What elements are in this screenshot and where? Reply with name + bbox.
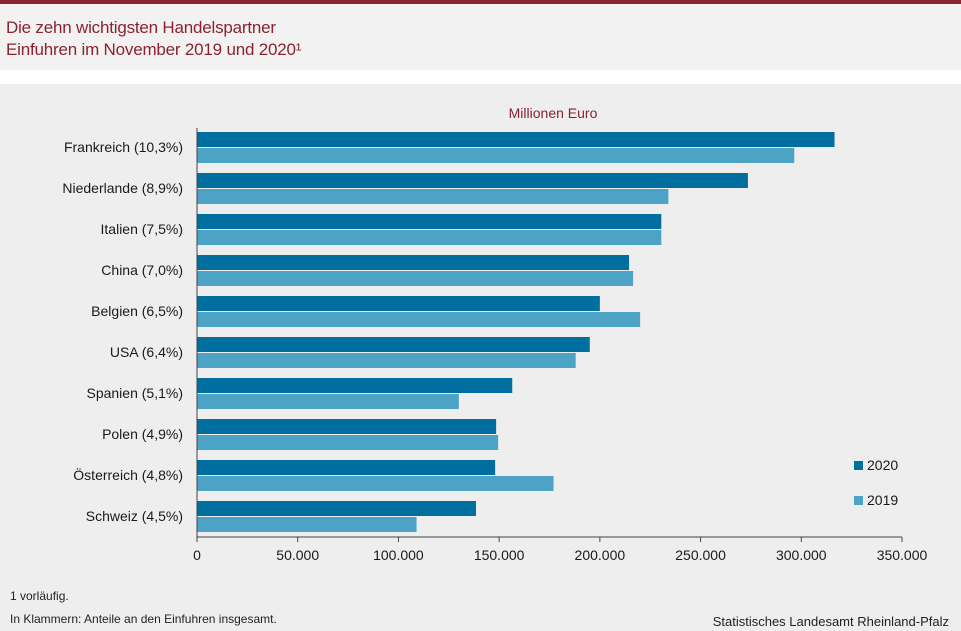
legend-swatch-2020 bbox=[854, 461, 863, 470]
bar-2020-6 bbox=[197, 378, 513, 393]
bar-2019-5 bbox=[197, 353, 576, 368]
bar-2020-2 bbox=[197, 214, 662, 229]
bar-2020-3 bbox=[197, 255, 630, 270]
category-label: USA (6,4%) bbox=[110, 344, 183, 360]
category-label: China (7,0%) bbox=[101, 262, 183, 278]
bar-2019-3 bbox=[197, 271, 634, 286]
x-tick-label: 200.000 bbox=[575, 547, 626, 563]
bar-2019-6 bbox=[197, 394, 459, 409]
chart-title: Die zehn wichtigsten Handelspartner bbox=[6, 18, 276, 37]
bar-2019-2 bbox=[197, 230, 662, 245]
legend-swatch-2019 bbox=[854, 496, 863, 505]
category-label: Schweiz (4,5%) bbox=[86, 508, 183, 524]
bar-2020-1 bbox=[197, 173, 748, 188]
x-tick-label: 150.000 bbox=[474, 547, 525, 563]
x-tick-label: 0 bbox=[193, 547, 201, 563]
top-accent-bar bbox=[0, 0, 961, 4]
bar-2020-4 bbox=[197, 296, 600, 311]
x-tick-label: 250.000 bbox=[675, 547, 726, 563]
title-area: Die zehn wichtigsten Handelspartner Einf… bbox=[0, 4, 961, 70]
legend-label-2020: 2020 bbox=[867, 457, 898, 473]
bar-2020-0 bbox=[197, 132, 835, 147]
bar-2019-8 bbox=[197, 476, 554, 491]
separator bbox=[0, 70, 961, 84]
category-label: Italien (7,5%) bbox=[101, 221, 183, 237]
x-tick-label: 50.000 bbox=[276, 547, 319, 563]
bar-2019-1 bbox=[197, 189, 669, 204]
bar-2020-7 bbox=[197, 419, 497, 434]
x-tick-label: 100.000 bbox=[373, 547, 424, 563]
footnote-preliminary: 1 vorläufig. bbox=[10, 589, 69, 603]
bar-2019-7 bbox=[197, 435, 499, 450]
bar-2020-8 bbox=[197, 460, 496, 475]
category-label: Belgien (6,5%) bbox=[91, 303, 183, 319]
x-tick-label: 300.000 bbox=[776, 547, 827, 563]
footnote-share: In Klammern: Anteile an den Einfuhren in… bbox=[10, 612, 277, 626]
bar-2019-0 bbox=[197, 148, 795, 163]
category-label: Spanien (5,1%) bbox=[86, 385, 183, 401]
bar-2019-9 bbox=[197, 517, 417, 532]
bar-2020-9 bbox=[197, 501, 476, 516]
category-label: Niederlande (8,9%) bbox=[62, 180, 183, 196]
category-label: Frankreich (10,3%) bbox=[64, 139, 183, 155]
bar-2020-5 bbox=[197, 337, 590, 352]
bar-2019-4 bbox=[197, 312, 641, 327]
category-label: Polen (4,9%) bbox=[102, 426, 183, 442]
legend-label-2019: 2019 bbox=[867, 492, 898, 508]
category-label: Österreich (4,8%) bbox=[73, 466, 183, 483]
x-tick-label: 350.000 bbox=[877, 547, 928, 563]
chart-subtitle: Einfuhren im November 2019 und 2020¹ bbox=[6, 40, 302, 59]
source-label: Statistisches Landesamt Rheinland-Pfalz bbox=[712, 614, 949, 629]
unit-label: Millionen Euro bbox=[509, 105, 598, 121]
